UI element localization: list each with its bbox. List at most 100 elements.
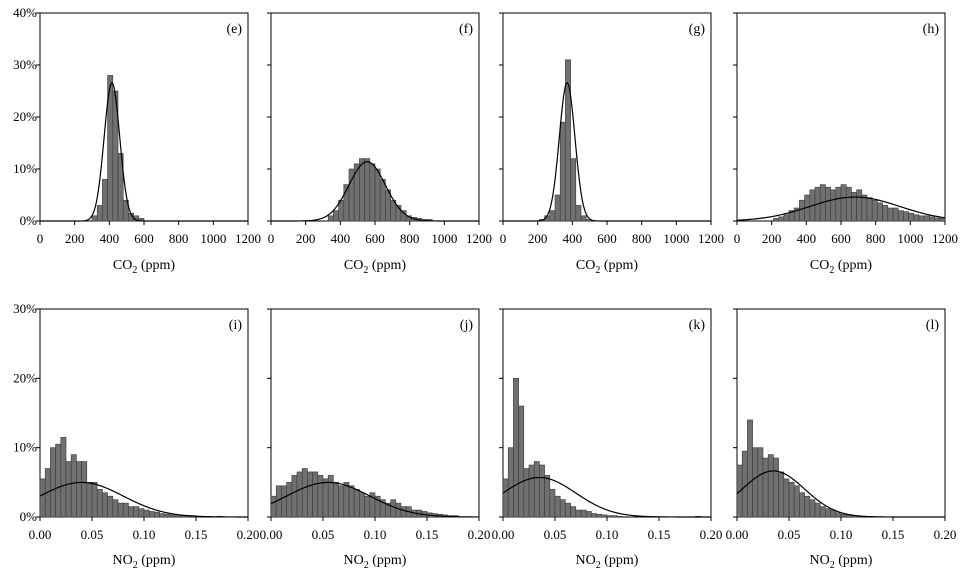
histogram-bar [617, 516, 623, 518]
x-tick-label: 1000 [663, 231, 689, 246]
histogram-bar [606, 515, 613, 518]
histogram-bar [773, 457, 779, 518]
histogram-bar [327, 475, 334, 518]
histogram-bar [133, 506, 140, 518]
histogram-bar [102, 492, 108, 518]
histogram-bar [866, 197, 873, 222]
x-tick-label: 0.00 [726, 527, 749, 542]
histogram-bar [549, 488, 556, 518]
histogram-bar [291, 475, 298, 518]
histogram-bar [741, 450, 748, 518]
histogram-bar [762, 457, 769, 518]
normal-fit-curve [503, 82, 711, 222]
x-tick-label: 0.20 [934, 527, 957, 542]
histogram-bar [871, 199, 878, 222]
histogram-bar [819, 506, 826, 518]
x-tick-label: 0.00 [492, 527, 515, 542]
x-tick-label: 1200 [932, 231, 958, 246]
x-axis-label: NO2 (ppm) [113, 553, 176, 571]
histogram-bar [903, 211, 909, 222]
histogram-bar [96, 205, 103, 222]
histogram-bar [783, 214, 790, 222]
histogram-bar [908, 212, 915, 222]
y-tick-label: 20% [13, 109, 37, 124]
histogram-bar [122, 502, 129, 518]
histogram-bar [117, 502, 124, 518]
histogram-bar [877, 202, 883, 222]
histogram-bar [799, 492, 805, 518]
histogram-bar [39, 478, 46, 518]
histogram-bar [767, 454, 774, 518]
histogram-bar [825, 186, 831, 222]
x-tick-label: 800 [169, 231, 189, 246]
panel-label: (j) [460, 318, 474, 333]
x-tick-label: 0.05 [81, 527, 104, 542]
histogram-bar [554, 194, 561, 222]
x-tick-label: 0.10 [830, 527, 853, 542]
histogram-bar [559, 499, 566, 518]
histogram-bar [374, 168, 381, 222]
histogram-bar [364, 158, 371, 222]
histogram-bar [348, 485, 355, 518]
histogram-bar [91, 482, 98, 518]
x-tick-label: 200 [528, 231, 548, 246]
panel-label: (f) [459, 22, 473, 37]
normal-fit-curve [736, 196, 946, 221]
y-tick-label: 10% [13, 440, 37, 455]
x-axis-label: CO2 (ppm) [113, 258, 176, 276]
histogram-bar [601, 514, 608, 518]
x-tick-label: 0.15 [882, 527, 905, 542]
histogram-bar [327, 215, 334, 222]
histogram-bar [76, 461, 82, 518]
histogram-bar [70, 454, 77, 518]
y-tick-label: 40% [13, 5, 37, 20]
histogram-bar [939, 218, 946, 222]
x-tick-label: 0.05 [312, 527, 335, 542]
histogram-bar [60, 436, 67, 518]
histogram-bar [585, 511, 592, 518]
x-tick-label: 0.20 [468, 527, 491, 542]
y-tick-label: 30% [13, 301, 37, 316]
histogram-bar [549, 210, 556, 222]
x-axis-label: CO2 (ppm) [344, 258, 407, 276]
histogram-bar [773, 218, 779, 222]
histogram-bar [570, 158, 577, 222]
normal-fit-curve [271, 161, 479, 222]
chart-panel: 0 200 400 600 800 1000 1200 CO2 (ppm) (h) [733, 12, 958, 276]
x-tick-label: 800 [400, 231, 420, 246]
histogram-bar [892, 207, 899, 222]
histogram-bar [333, 210, 339, 222]
histogram-bar [312, 471, 319, 518]
histogram-bar [518, 405, 525, 518]
x-tick-label: 600 [134, 231, 154, 246]
panel-label: (g) [689, 22, 706, 37]
x-tick-label: 800 [866, 231, 886, 246]
histogram-bar [580, 215, 587, 222]
y-tick-label: 30% [13, 57, 37, 72]
histogram-bar [835, 512, 842, 518]
histogram-bar [596, 513, 603, 518]
histogram-bar [122, 199, 129, 222]
chart-panel: 0.00 0.05 0.10 0.15 0.20 NO2 (ppm) (l) [726, 308, 957, 571]
plot-frame [39, 12, 249, 222]
x-axis-label: CO2 (ppm) [576, 258, 639, 276]
chart-panel: 0% 10% 20% 30% 0.00 0.05 0.10 0.15 0.20 NO2 (ppm)… [13, 301, 259, 571]
x-tick-label: 0 [734, 231, 741, 246]
x-tick-label: 600 [365, 231, 385, 246]
histogram-bar [91, 215, 98, 222]
plot-frame [502, 12, 712, 222]
histogram-bar [918, 215, 925, 222]
histogram-bar [830, 509, 837, 518]
histogram-bar [752, 447, 759, 518]
normal-fit-curve [270, 481, 479, 518]
histogram-bar [379, 179, 386, 222]
histogram-bar [523, 468, 530, 518]
histogram-bar [286, 482, 293, 518]
histogram-bar [400, 210, 407, 222]
histogram-bar [364, 495, 371, 518]
histogram-bar [897, 210, 904, 222]
x-axis-label: NO2 (ppm) [344, 553, 407, 571]
histogram-bar [359, 492, 365, 518]
histogram-bar [359, 158, 365, 222]
histogram-bar [507, 447, 514, 518]
